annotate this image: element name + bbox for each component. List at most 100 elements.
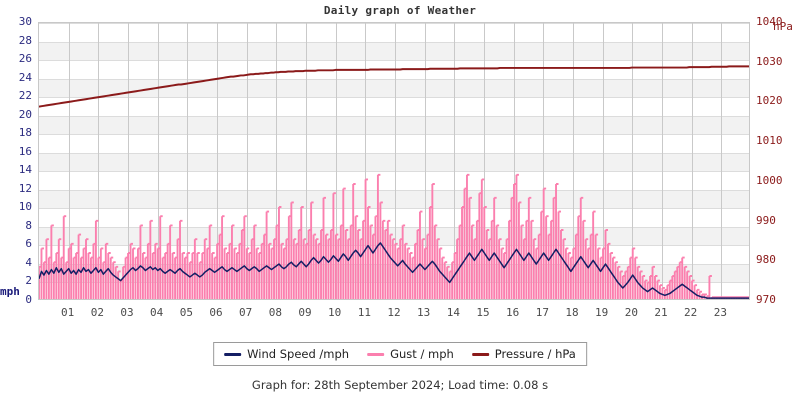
grid-band [39, 41, 749, 61]
x-axis-tick: 18 [565, 306, 579, 319]
right-axis-tick: 990 [756, 213, 776, 227]
x-axis-tick: 02 [90, 306, 104, 319]
left-axis-tick: 0 [25, 293, 32, 306]
gridline-horizontal [39, 97, 749, 98]
legend-label: Gust / mph [390, 347, 454, 361]
gridline-vertical [69, 23, 70, 299]
chart-title: Daily graph of Weather [323, 4, 477, 17]
right-axis-tick: 1000 [756, 173, 783, 187]
chart-legend: Wind Speed /mph Gust / mph Pressure / hPa [213, 342, 587, 366]
gridline-horizontal [39, 42, 749, 43]
gridline-vertical [365, 23, 366, 299]
x-axis-tick: 21 [654, 306, 668, 319]
wind-speed-line [39, 242, 749, 299]
pressure-series [39, 65, 749, 108]
left-axis-tick: 20 [18, 107, 32, 121]
x-axis-tick: 11 [357, 306, 371, 319]
gridline-vertical [662, 23, 663, 299]
x-axis-tick: 04 [150, 306, 164, 319]
gust-line [39, 173, 749, 299]
left-axis-label: mph [0, 284, 20, 298]
x-axis-tick: 07 [239, 306, 253, 319]
gridline-vertical [543, 23, 544, 299]
legend-swatch-icon [224, 352, 242, 356]
gridline-horizontal [39, 134, 749, 135]
gridline-vertical [692, 23, 693, 299]
x-axis-tick: 10 [328, 306, 342, 319]
gridline-vertical [247, 23, 248, 299]
plot-area [38, 22, 750, 300]
right-axis-tick: 1010 [756, 134, 783, 148]
chart-footer: Graph for: 28th September 2024; Load tim… [251, 378, 549, 392]
gridline-horizontal [39, 171, 749, 172]
grid-band [39, 78, 749, 98]
gridline-horizontal [39, 153, 749, 154]
grid-band [39, 189, 749, 209]
gridline-vertical [276, 23, 277, 299]
right-axis-label: hPa [773, 20, 793, 33]
left-axis-tick: 12 [18, 181, 32, 195]
x-axis-tick: 08 [268, 306, 282, 319]
x-axis-tick: 03 [120, 306, 134, 319]
gridline-vertical [454, 23, 455, 299]
left-axis-tick: 18 [18, 126, 32, 140]
x-axis-tick: 12 [387, 306, 401, 319]
left-axis-tick: 14 [18, 163, 32, 177]
left-axis-tick: 24 [18, 70, 32, 84]
right-axis-tick: 1030 [756, 54, 783, 68]
gridline-horizontal [39, 116, 749, 117]
right-axis-tick: 980 [756, 253, 776, 267]
legend-label: Wind Speed /mph [247, 347, 350, 361]
left-axis-tick: 10 [18, 200, 32, 214]
gridline-vertical [484, 23, 485, 299]
x-axis-tick: 17 [535, 306, 549, 319]
grid-band [39, 115, 749, 135]
left-axis-tick: 26 [18, 52, 32, 66]
gridline-horizontal [39, 23, 749, 24]
gust-series [39, 173, 749, 299]
gridline-horizontal [39, 245, 749, 246]
gridline-vertical [632, 23, 633, 299]
wind-speed-series [39, 242, 749, 299]
grid-band [39, 152, 749, 172]
left-axis-tick: 8 [25, 218, 32, 232]
legend-swatch-icon [471, 352, 489, 356]
gridline-vertical [425, 23, 426, 299]
x-axis-tick: 05 [179, 306, 193, 319]
x-axis-tick: 16 [506, 306, 520, 319]
legend-item[interactable]: Pressure / hPa [471, 347, 576, 361]
legend-item[interactable]: Gust / mph [367, 347, 454, 361]
gridline-vertical [306, 23, 307, 299]
gridline-vertical [603, 23, 604, 299]
legend-item[interactable]: Wind Speed /mph [224, 347, 349, 361]
right-axis-tick: 1040 [756, 15, 783, 28]
x-axis-tick: 09 [298, 306, 312, 319]
gridline-vertical [98, 23, 99, 299]
left-axis-tick: 16 [18, 144, 32, 158]
gridline-vertical [158, 23, 159, 299]
x-axis-tick: 19 [595, 306, 609, 319]
legend-swatch-icon [367, 352, 385, 356]
gridline-vertical [395, 23, 396, 299]
x-axis-tick: 15 [476, 306, 490, 319]
gridline-vertical [187, 23, 188, 299]
x-axis-tick: 20 [624, 306, 638, 319]
left-axis-tick: 4 [25, 255, 32, 269]
left-axis-tick: 28 [18, 33, 32, 47]
gridline-horizontal [39, 282, 749, 283]
gridline-vertical [573, 23, 574, 299]
gridline-horizontal [39, 190, 749, 191]
left-axis-tick: 6 [25, 237, 32, 251]
gridline-vertical [514, 23, 515, 299]
gridline-horizontal [39, 208, 749, 209]
gridline-horizontal [39, 227, 749, 228]
gridline-vertical [128, 23, 129, 299]
pressure-line [39, 65, 749, 108]
left-axis-tick: 22 [18, 89, 32, 103]
gridline-horizontal [39, 79, 749, 80]
gridline-horizontal [39, 60, 749, 61]
right-axis-tick: 1020 [756, 94, 783, 108]
x-axis-tick: 23 [713, 306, 727, 319]
x-axis-tick: 14 [446, 306, 460, 319]
gridline-vertical [217, 23, 218, 299]
